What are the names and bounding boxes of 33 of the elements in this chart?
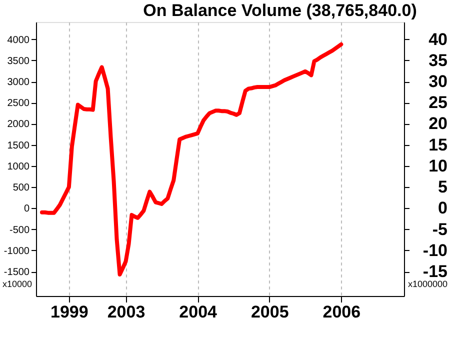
y-tick-label: 2500 xyxy=(7,98,30,110)
y2-tick-label: 10 xyxy=(428,156,448,176)
x-tick-label: 2006 xyxy=(322,302,361,322)
y-tick-label: 1500 xyxy=(7,140,30,152)
y-tick-label: 1000 xyxy=(7,161,30,172)
y2-tick-label: 0 xyxy=(438,198,448,218)
text: x1000000 xyxy=(408,279,448,289)
y2-tick-label: -5 xyxy=(432,220,448,239)
y2-tick-label: -10 xyxy=(422,240,448,260)
x-tick-label: 2005 xyxy=(250,302,289,322)
y-tick-label: 2000 xyxy=(7,119,30,130)
y-tick-label: 500 xyxy=(12,182,30,194)
x-tick-label: 2003 xyxy=(107,302,146,322)
y2-tick-label: 25 xyxy=(428,93,448,112)
y2-tick-label: 30 xyxy=(428,72,448,92)
y-tick-label: 0 xyxy=(24,204,30,215)
y2-tick-label: 5 xyxy=(438,178,448,197)
y2-tick-label: 35 xyxy=(428,50,448,70)
text: x10000 xyxy=(2,279,32,289)
y2-tick-label: 15 xyxy=(428,135,448,154)
y-tick-label: 3500 xyxy=(7,56,30,67)
y-tick-label: 3000 xyxy=(7,77,30,88)
y2-tick-label: 20 xyxy=(428,114,448,134)
line-series xyxy=(40,42,344,276)
x-tick-label: 2004 xyxy=(179,302,218,322)
x-tick-label: 1999 xyxy=(50,302,88,322)
y-tick-label: 4000 xyxy=(7,34,30,46)
y-tick-label: -500 xyxy=(9,224,30,236)
chart-title: On Balance Volume (38,765,840.0) xyxy=(143,1,417,20)
y-tick-label: -1000 xyxy=(4,246,30,257)
y-tick-label: -1500 xyxy=(4,267,30,278)
y2-tick-label: -15 xyxy=(422,262,448,282)
y2-tick-label: 40 xyxy=(428,30,448,49)
